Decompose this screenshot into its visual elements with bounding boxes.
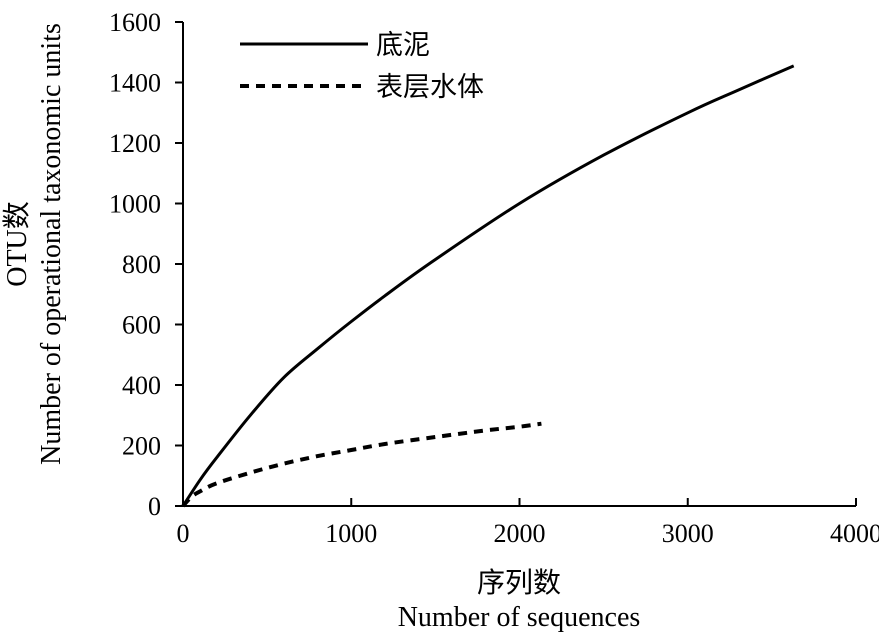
- legend: 底泥 表层水体: [240, 30, 484, 102]
- x-axis-title-en: Number of sequences: [398, 602, 641, 633]
- legend-label-series-2: 表层水体: [376, 72, 484, 102]
- y-tick-label: 1200: [109, 129, 161, 158]
- x-tick-label: 3000: [662, 519, 714, 548]
- x-tick-label: 4000: [830, 519, 879, 548]
- x-tick-label: 1000: [325, 519, 377, 548]
- x-ticks: 0 1000 2000 3000 4000: [177, 498, 879, 548]
- x-axis-title: 序列数: [477, 567, 561, 599]
- x-tick-label: 0: [177, 519, 190, 548]
- series-lines: [181, 64, 795, 508]
- y-tick-label: 200: [122, 432, 161, 461]
- y-tick-label: 0: [148, 492, 161, 521]
- x-tick-label: 2000: [494, 519, 546, 548]
- y-axis-title-en: Number of operational taxonomic units: [36, 23, 67, 465]
- legend-label-series-1: 底泥: [376, 30, 430, 60]
- axes: [182, 22, 856, 507]
- y-tick-label: 600: [122, 311, 161, 340]
- series-line-2: [181, 421, 542, 508]
- y-ticks: 0 200 400 600 800 1000 1200 1400 1600: [109, 8, 183, 521]
- y-tick-label: 800: [122, 250, 161, 279]
- y-tick-label: 1000: [109, 190, 161, 219]
- y-tick-label: 1600: [109, 8, 161, 37]
- y-axis-title: OTU数: [1, 201, 33, 287]
- y-tick-label: 400: [122, 371, 161, 400]
- series-line-1: [181, 64, 795, 507]
- y-tick-label: 1400: [109, 69, 161, 98]
